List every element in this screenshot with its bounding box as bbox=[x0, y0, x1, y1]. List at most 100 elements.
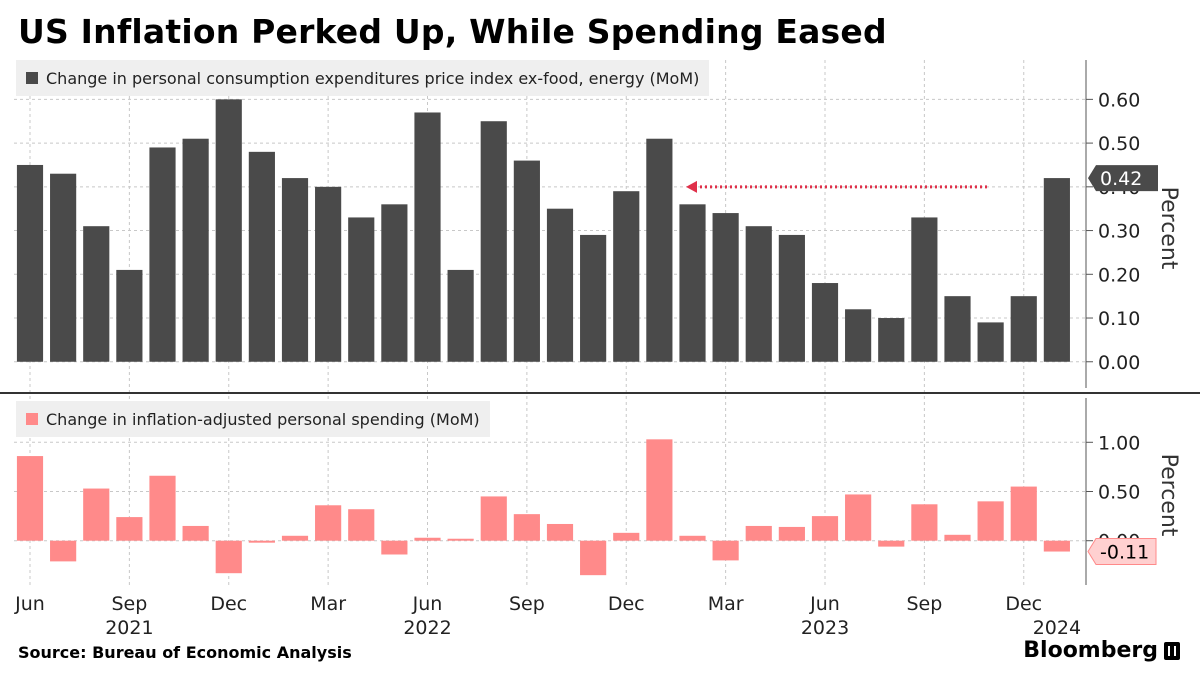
bottom-bar-2023-04 bbox=[745, 525, 772, 541]
x-month-label-7: Mar bbox=[708, 593, 744, 615]
bottom-bar-2022-11 bbox=[580, 540, 607, 576]
top-bar-2023-09 bbox=[911, 217, 938, 362]
top-ytick-label-0: 0.60 bbox=[1098, 89, 1140, 111]
top-bar-2023-11 bbox=[977, 322, 1004, 362]
bottom-bar-2023-01 bbox=[646, 439, 673, 541]
top-bar-2022-09 bbox=[513, 160, 540, 362]
bottom-bar-2021-11 bbox=[182, 525, 209, 541]
top-bar-2023-02 bbox=[679, 204, 706, 362]
top-axis-title: Percent bbox=[1156, 187, 1181, 270]
top-bar-2022-11 bbox=[580, 234, 607, 362]
top-bar-2023-10 bbox=[944, 296, 971, 362]
bottom-bar-2024-01 bbox=[1043, 540, 1070, 552]
annotation-arrow-head bbox=[686, 180, 697, 193]
top-bar-2021-06 bbox=[16, 164, 44, 362]
bottom-bar-2021-09 bbox=[116, 517, 143, 541]
top-bar-2022-07 bbox=[447, 269, 474, 362]
x-month-label-10: Dec bbox=[1005, 593, 1042, 615]
top-bar-2021-11 bbox=[182, 138, 209, 362]
legend-bottom-swatch bbox=[26, 413, 38, 425]
top-bar-2023-05 bbox=[778, 234, 805, 362]
top-bar-2023-04 bbox=[745, 226, 772, 362]
x-month-label-3: Mar bbox=[310, 593, 346, 615]
bottom-bar-2022-09 bbox=[513, 514, 540, 541]
legend-top: Change in personal consumption expenditu… bbox=[16, 60, 710, 96]
x-month-label-8: Jun bbox=[809, 593, 840, 615]
chart-title: US Inflation Perked Up, While Spending E… bbox=[18, 12, 887, 51]
source-note: Source: Bureau of Economic Analysis bbox=[18, 643, 352, 662]
top-bar-2023-12 bbox=[1010, 296, 1037, 362]
top-last-value-badge bbox=[1088, 165, 1158, 192]
bottom-bar-2023-09 bbox=[911, 504, 938, 541]
bottom-bar-2022-10 bbox=[546, 523, 574, 541]
bloomberg-terminal-icon bbox=[1164, 641, 1180, 660]
bottom-bar-2023-12 bbox=[1010, 486, 1037, 541]
brand-name: Bloomberg bbox=[1023, 638, 1158, 663]
top-bar-2021-12 bbox=[215, 99, 242, 362]
x-month-label-4: Jun bbox=[412, 593, 443, 615]
bottom-bar-2021-07 bbox=[50, 540, 77, 562]
top-bar-2022-03 bbox=[315, 186, 342, 362]
top-ytick-label-5: 0.10 bbox=[1098, 308, 1140, 330]
top-last-value-label: 0.42 bbox=[1100, 168, 1142, 190]
top-ytick-label-6: 0.00 bbox=[1098, 352, 1140, 374]
top-bar-2024-01 bbox=[1043, 178, 1070, 362]
top-bar-2023-07 bbox=[845, 309, 872, 362]
legend-bottom: Change in inflation-adjusted personal sp… bbox=[16, 401, 490, 437]
x-month-label-5: Sep bbox=[509, 593, 545, 615]
bottom-bar-2022-05 bbox=[381, 540, 408, 555]
bottom-ytick-label-1: 0.50 bbox=[1098, 482, 1140, 504]
x-year-label-0: 2021 bbox=[105, 617, 153, 639]
top-bar-2022-01 bbox=[248, 151, 275, 362]
bottom-bar-2022-08 bbox=[480, 496, 507, 541]
x-month-label-6: Dec bbox=[608, 593, 645, 615]
top-ytick-label-3: 0.30 bbox=[1098, 221, 1140, 243]
top-bar-2021-10 bbox=[149, 147, 176, 362]
legend-bottom-label: Change in inflation-adjusted personal sp… bbox=[46, 409, 480, 429]
bottom-bar-2022-07 bbox=[447, 538, 474, 541]
bottom-bar-2021-10 bbox=[149, 475, 176, 541]
bottom-bar-2022-02 bbox=[281, 535, 309, 541]
bottom-last-value-badge bbox=[1087, 538, 1157, 566]
bottom-bar-2022-01 bbox=[248, 540, 275, 543]
bottom-bar-2021-06 bbox=[16, 456, 44, 541]
bottom-bar-2023-05 bbox=[778, 526, 805, 541]
top-bar-2022-10 bbox=[546, 208, 574, 362]
top-bar-2022-08 bbox=[480, 121, 507, 362]
bottom-axis-title: Percent bbox=[1156, 454, 1181, 537]
top-bar-2021-07 bbox=[50, 173, 77, 362]
x-month-label-0: Jun bbox=[14, 593, 45, 615]
top-bar-2022-04 bbox=[348, 217, 375, 362]
x-year-label-1: 2022 bbox=[403, 617, 451, 639]
top-bar-2023-03 bbox=[712, 213, 739, 362]
x-month-label-2: Dec bbox=[210, 593, 247, 615]
legend-top-swatch bbox=[26, 72, 38, 84]
bottom-ytick-label-0: 1.00 bbox=[1098, 432, 1140, 454]
bottom-bar-2023-02 bbox=[679, 535, 706, 541]
legend-top-label: Change in personal consumption expenditu… bbox=[46, 68, 700, 88]
x-year-label-3: 2024 bbox=[1033, 617, 1081, 639]
bottom-bar-2021-08 bbox=[83, 488, 110, 541]
bottom-bar-2022-03 bbox=[315, 505, 342, 541]
x-month-label-1: Sep bbox=[111, 593, 147, 615]
bottom-bar-2023-06 bbox=[811, 516, 839, 541]
brand-logo: Bloomberg bbox=[1023, 638, 1180, 663]
bottom-bar-2023-11 bbox=[977, 501, 1004, 541]
top-bar-2021-09 bbox=[116, 269, 143, 362]
bottom-last-value-label: -0.11 bbox=[1100, 542, 1149, 564]
top-bar-2022-06 bbox=[414, 112, 441, 362]
x-year-label-2: 2023 bbox=[801, 617, 849, 639]
x-month-label-9: Sep bbox=[906, 593, 942, 615]
bottom-bar-2021-12 bbox=[215, 540, 242, 574]
top-bar-2022-02 bbox=[281, 178, 309, 362]
bottom-bar-2023-07 bbox=[845, 494, 872, 541]
bottom-bar-2022-12 bbox=[613, 532, 640, 541]
top-bar-2023-06 bbox=[811, 283, 839, 362]
bottom-bar-2022-06 bbox=[414, 537, 441, 541]
bottom-bar-2022-04 bbox=[348, 509, 375, 541]
top-ytick-label-1: 0.50 bbox=[1098, 133, 1140, 155]
top-bar-2022-12 bbox=[613, 191, 640, 362]
top-bar-2022-05 bbox=[381, 204, 408, 362]
bottom-bar-2023-03 bbox=[712, 540, 739, 561]
